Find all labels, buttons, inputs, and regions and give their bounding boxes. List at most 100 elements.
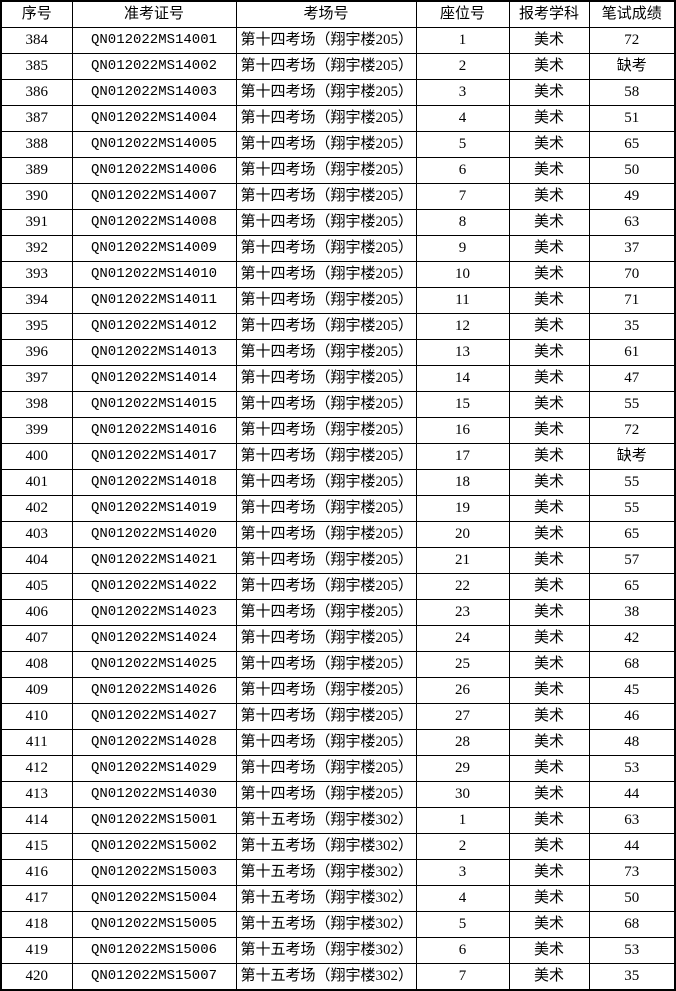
cell-serial-number: 410 (0, 703, 73, 730)
cell-seat-number: 26 (415, 677, 510, 704)
cell-subject: 美术 (508, 599, 590, 626)
cell-written-score: 53 (588, 755, 676, 782)
cell-seat-number: 6 (415, 157, 510, 184)
cell-exam-room: 第十五考场（翔宇楼302） (235, 807, 417, 834)
cell-written-score: 缺考 (588, 53, 676, 80)
cell-written-score: 48 (588, 729, 676, 756)
table-row: 389 QN012022MS14006 第十四考场（翔宇楼205） 6 美术 50 (0, 157, 676, 184)
cell-exam-room: 第十四考场（翔宇楼205） (235, 599, 417, 626)
cell-serial-number: 415 (0, 833, 73, 860)
table-row: 418 QN012022MS15005 第十五考场（翔宇楼302） 5 美术 68 (0, 911, 676, 938)
table-row: 413 QN012022MS14030 第十四考场（翔宇楼205） 30 美术 44 (0, 781, 676, 808)
table-row: 394 QN012022MS14011 第十四考场（翔宇楼205） 11 美术 71 (0, 287, 676, 314)
cell-ticket-number: QN012022MS14020 (71, 521, 237, 548)
cell-written-score: 51 (588, 105, 676, 132)
cell-written-score: 38 (588, 599, 676, 626)
cell-written-score: 73 (588, 859, 676, 886)
cell-seat-number: 7 (415, 963, 510, 991)
cell-ticket-number: QN012022MS14014 (71, 365, 237, 392)
cell-written-score: 50 (588, 885, 676, 912)
cell-exam-room: 第十四考场（翔宇楼205） (235, 677, 417, 704)
table-row: 398 QN012022MS14015 第十四考场（翔宇楼205） 15 美术 55 (0, 391, 676, 418)
cell-ticket-number: QN012022MS14019 (71, 495, 237, 522)
table-row: 392 QN012022MS14009 第十四考场（翔宇楼205） 9 美术 37 (0, 235, 676, 262)
table-row: 397 QN012022MS14014 第十四考场（翔宇楼205） 14 美术 47 (0, 365, 676, 392)
cell-subject: 美术 (508, 651, 590, 678)
table-row: 420 QN012022MS15007 第十五考场（翔宇楼302） 7 美术 35 (0, 963, 676, 991)
cell-seat-number: 10 (415, 261, 510, 288)
table-row: 403 QN012022MS14020 第十四考场（翔宇楼205） 20 美术 65 (0, 521, 676, 548)
cell-subject: 美术 (508, 677, 590, 704)
header-written-score: 笔试成绩 (588, 0, 676, 28)
cell-seat-number: 16 (415, 417, 510, 444)
cell-seat-number: 18 (415, 469, 510, 496)
cell-seat-number: 8 (415, 209, 510, 236)
cell-serial-number: 420 (0, 963, 73, 991)
table-row: 417 QN012022MS15004 第十五考场（翔宇楼302） 4 美术 50 (0, 885, 676, 912)
cell-serial-number: 388 (0, 131, 73, 158)
cell-subject: 美术 (508, 53, 590, 80)
cell-exam-room: 第十四考场（翔宇楼205） (235, 339, 417, 366)
cell-written-score: 55 (588, 495, 676, 522)
cell-subject: 美术 (508, 391, 590, 418)
cell-ticket-number: QN012022MS14006 (71, 157, 237, 184)
cell-subject: 美术 (508, 729, 590, 756)
cell-ticket-number: QN012022MS14012 (71, 313, 237, 340)
cell-ticket-number: QN012022MS14015 (71, 391, 237, 418)
cell-ticket-number: QN012022MS14027 (71, 703, 237, 730)
table-row: 385 QN012022MS14002 第十四考场（翔宇楼205） 2 美术 缺考 (0, 53, 676, 80)
cell-seat-number: 30 (415, 781, 510, 808)
cell-written-score: 70 (588, 261, 676, 288)
cell-ticket-number: QN012022MS14018 (71, 469, 237, 496)
table-row: 419 QN012022MS15006 第十五考场（翔宇楼302） 6 美术 53 (0, 937, 676, 964)
cell-written-score: 35 (588, 313, 676, 340)
cell-seat-number: 4 (415, 885, 510, 912)
cell-seat-number: 4 (415, 105, 510, 132)
cell-serial-number: 411 (0, 729, 73, 756)
cell-serial-number: 409 (0, 677, 73, 704)
header-ticket-number: 准考证号 (71, 0, 237, 28)
cell-seat-number: 3 (415, 859, 510, 886)
header-serial-number: 序号 (0, 0, 73, 28)
table-row: 395 QN012022MS14012 第十四考场（翔宇楼205） 12 美术 35 (0, 313, 676, 340)
cell-exam-room: 第十四考场（翔宇楼205） (235, 729, 417, 756)
cell-subject: 美术 (508, 547, 590, 574)
cell-exam-room: 第十四考场（翔宇楼205） (235, 365, 417, 392)
cell-serial-number: 404 (0, 547, 73, 574)
table-header: 序号 准考证号 考场号 座位号 报考学科 笔试成绩 (0, 0, 676, 28)
table-row: 410 QN012022MS14027 第十四考场（翔宇楼205） 27 美术 46 (0, 703, 676, 730)
cell-exam-room: 第十四考场（翔宇楼205） (235, 287, 417, 314)
cell-subject: 美术 (508, 911, 590, 938)
cell-serial-number: 385 (0, 53, 73, 80)
cell-written-score: 72 (588, 417, 676, 444)
cell-exam-room: 第十四考场（翔宇楼205） (235, 53, 417, 80)
cell-ticket-number: QN012022MS14008 (71, 209, 237, 236)
cell-written-score: 65 (588, 131, 676, 158)
cell-ticket-number: QN012022MS14004 (71, 105, 237, 132)
cell-seat-number: 20 (415, 521, 510, 548)
cell-seat-number: 27 (415, 703, 510, 730)
cell-ticket-number: QN012022MS14009 (71, 235, 237, 262)
cell-serial-number: 395 (0, 313, 73, 340)
cell-ticket-number: QN012022MS14013 (71, 339, 237, 366)
cell-subject: 美术 (508, 443, 590, 470)
cell-seat-number: 3 (415, 79, 510, 106)
header-exam-room: 考场号 (235, 0, 417, 28)
cell-exam-room: 第十五考场（翔宇楼302） (235, 833, 417, 860)
cell-serial-number: 387 (0, 105, 73, 132)
cell-subject: 美术 (508, 963, 590, 991)
header-seat-number: 座位号 (415, 0, 510, 28)
cell-seat-number: 7 (415, 183, 510, 210)
cell-subject: 美术 (508, 859, 590, 886)
cell-subject: 美术 (508, 209, 590, 236)
cell-ticket-number: QN012022MS14011 (71, 287, 237, 314)
table-row: 390 QN012022MS14007 第十四考场（翔宇楼205） 7 美术 49 (0, 183, 676, 210)
cell-serial-number: 400 (0, 443, 73, 470)
cell-subject: 美术 (508, 183, 590, 210)
cell-subject: 美术 (508, 469, 590, 496)
table-row: 408 QN012022MS14025 第十四考场（翔宇楼205） 25 美术 68 (0, 651, 676, 678)
cell-written-score: 37 (588, 235, 676, 262)
cell-serial-number: 413 (0, 781, 73, 808)
cell-seat-number: 29 (415, 755, 510, 782)
